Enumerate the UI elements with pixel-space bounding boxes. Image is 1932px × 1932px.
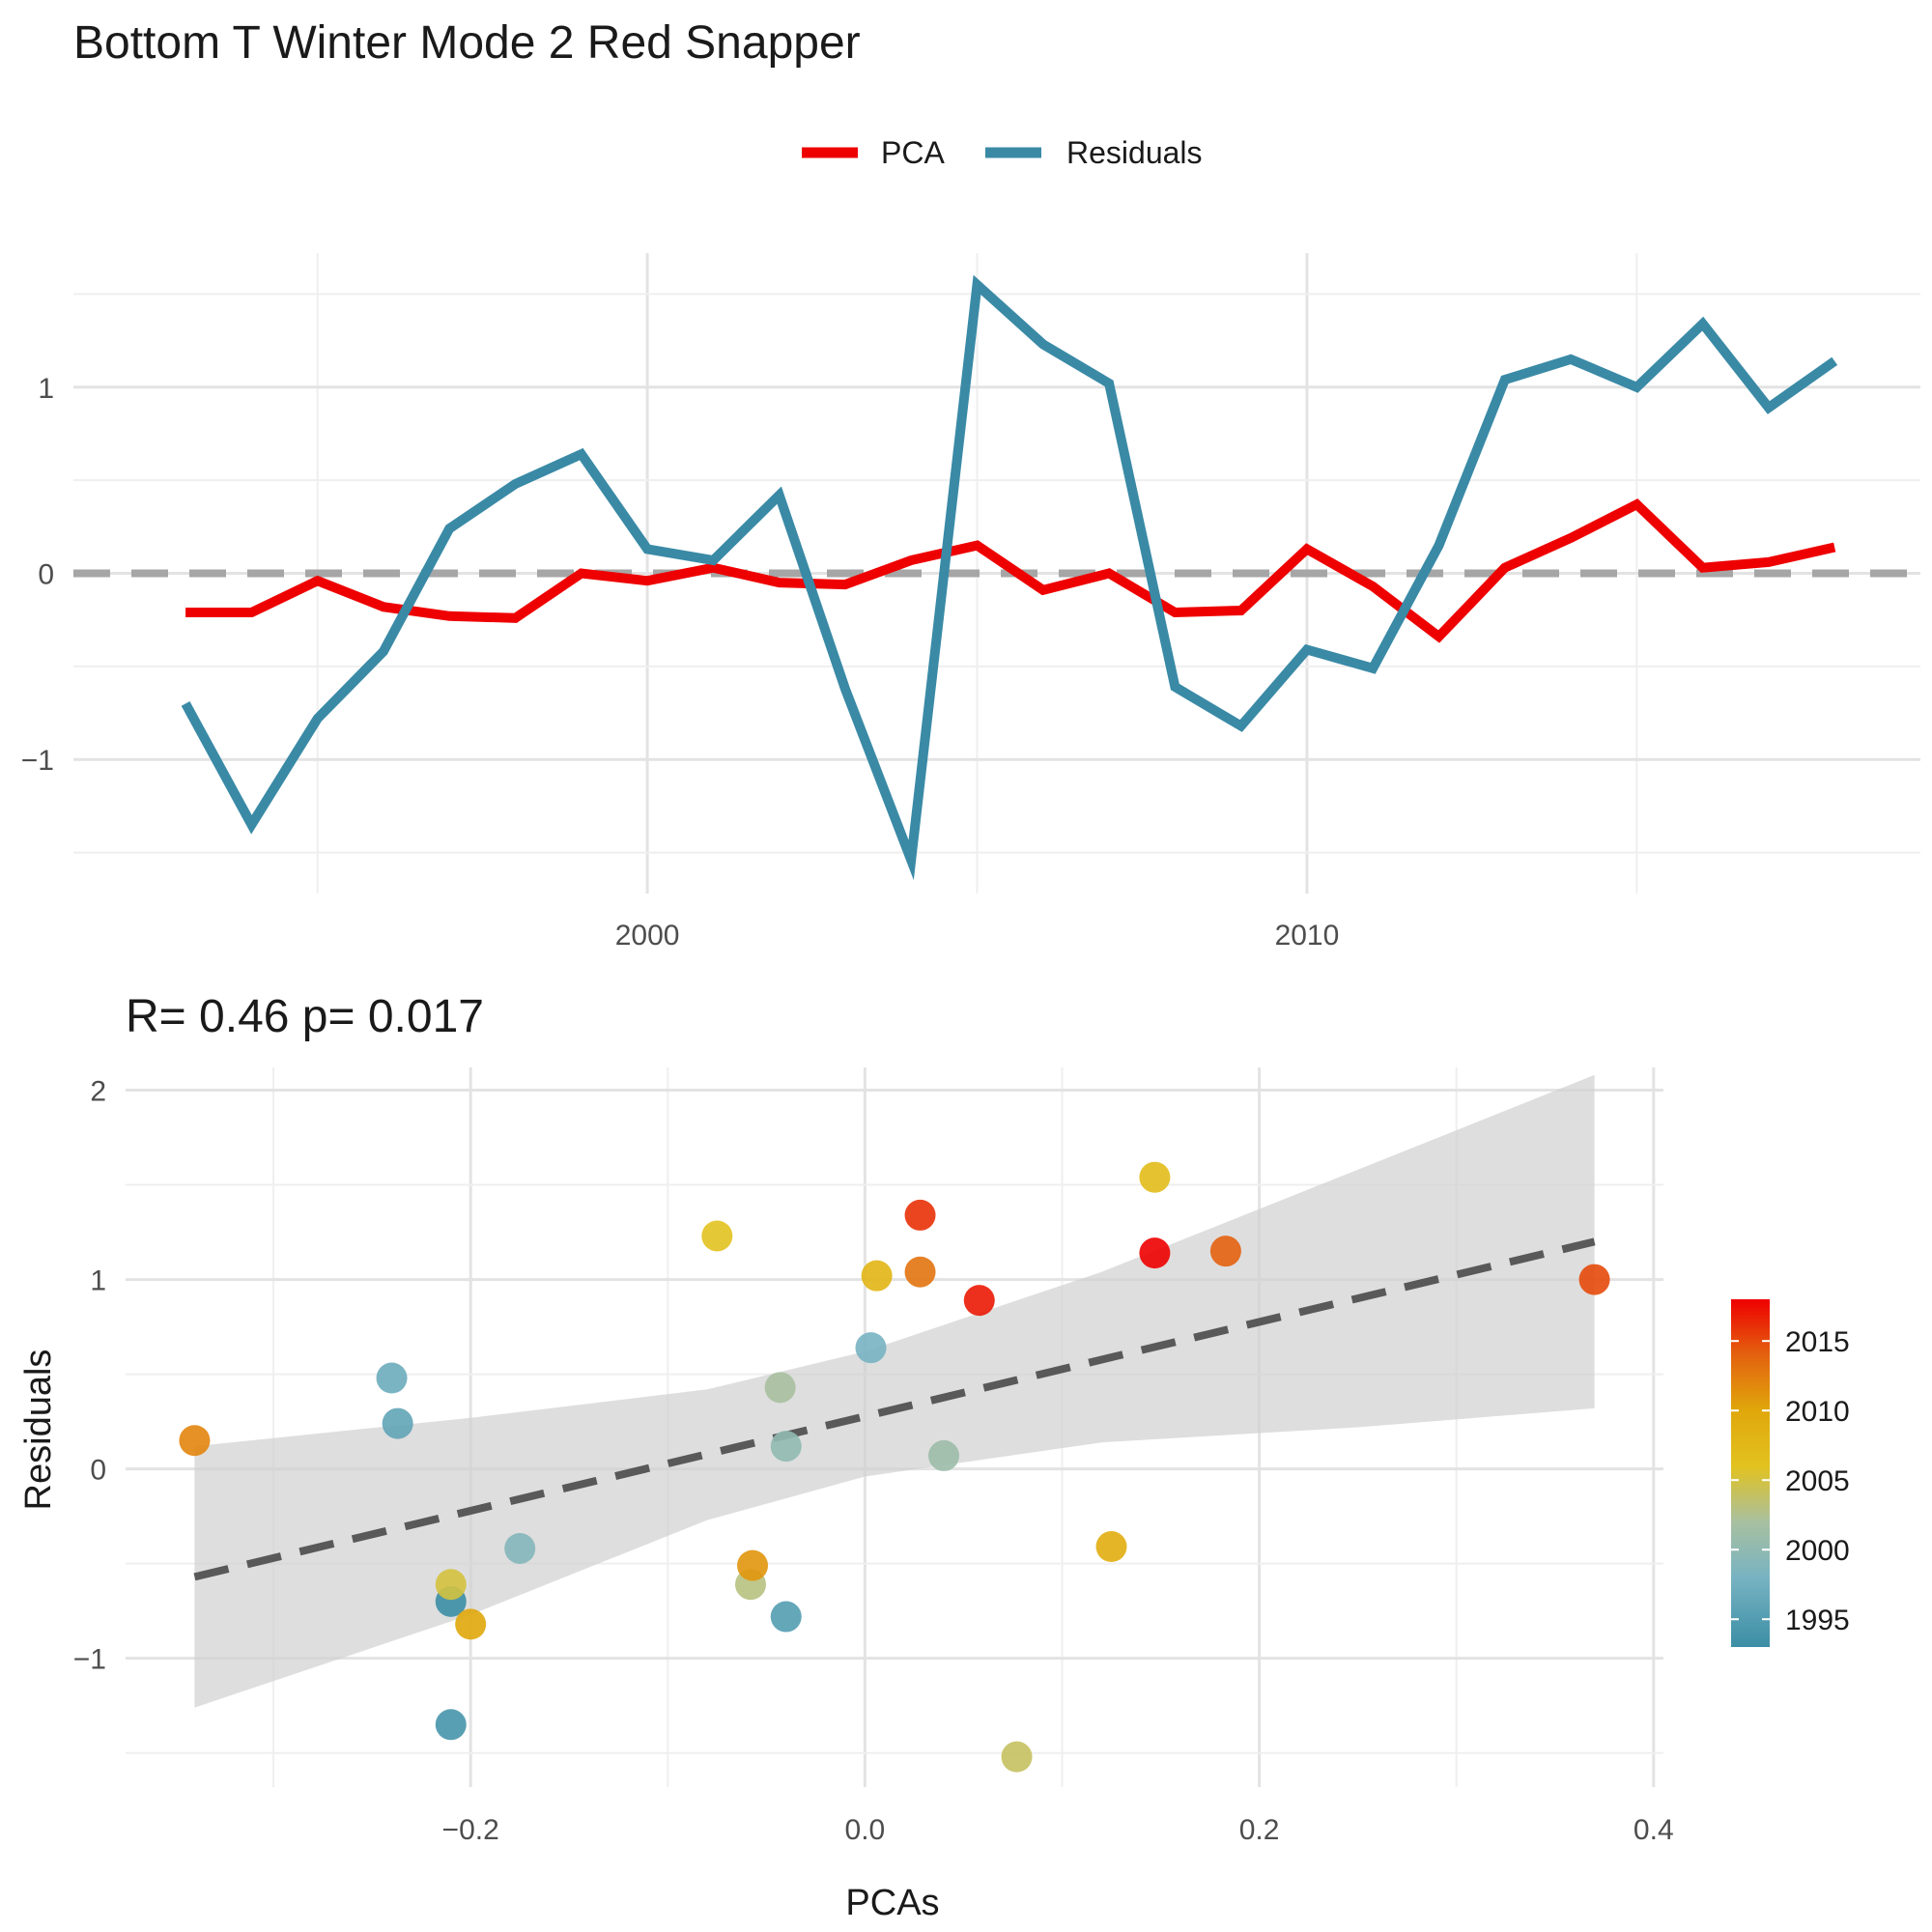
scatter-point-2015 xyxy=(1578,1264,1610,1295)
scatter-point-1998 xyxy=(855,1332,887,1364)
scatter-points xyxy=(179,1161,1610,1773)
colorbar: 1995 2000 2005 2010 2015 xyxy=(1731,1299,1850,1647)
x-tick-label: −0.2 xyxy=(442,1814,499,1846)
scatter-point-2014 xyxy=(1209,1236,1241,1267)
scatter-point-2013 xyxy=(904,1256,936,1288)
scatter-point-2008 xyxy=(861,1260,893,1292)
line-chart-ticks: 2000 2010 −1 0 1 xyxy=(21,373,1340,952)
scatter-point-2010 xyxy=(455,1608,487,1640)
colorbar-tick-label: 1995 xyxy=(1785,1605,1850,1636)
scatter-point-2004 xyxy=(1001,1741,1033,1773)
trend-line xyxy=(193,1237,1596,1581)
x-tick-label: 0.0 xyxy=(845,1814,886,1846)
colorbar-tick-label: 2000 xyxy=(1785,1535,1850,1567)
y-tick-label: 1 xyxy=(90,1265,106,1297)
legend-label-pca: PCA xyxy=(881,135,945,170)
scatter-point-1997 xyxy=(376,1362,408,1394)
x-tick-label: 2010 xyxy=(1275,920,1340,952)
y-tick-label: 0 xyxy=(90,1455,106,1487)
regression-trend-line xyxy=(193,1237,1596,1581)
scatter-point-2009 xyxy=(1095,1531,1127,1563)
y-tick-label: 0 xyxy=(38,559,54,591)
line-chart-series xyxy=(181,274,1838,881)
scatter-point-2005 xyxy=(435,1569,467,1601)
legend: PCA Residuals xyxy=(802,135,1203,170)
scatter-point-2018 xyxy=(1139,1237,1171,1269)
y-tick-label: 1 xyxy=(38,373,54,405)
scatter-point-1994 xyxy=(435,1709,467,1741)
x-tick-label: 0.2 xyxy=(1239,1814,1280,1846)
colorbar-tick-label: 2010 xyxy=(1785,1396,1850,1428)
scatter-point-2017 xyxy=(963,1285,995,1317)
scatter-point-1996 xyxy=(382,1407,413,1439)
y-tick-label: 2 xyxy=(90,1076,106,1108)
x-tick-label: 0.4 xyxy=(1634,1814,1674,1846)
scatter-point-2007 xyxy=(1139,1161,1171,1193)
confidence-band xyxy=(194,1074,1595,1708)
x-tick-label: 2000 xyxy=(615,920,680,952)
scatter-subtitle: R= 0.46 p= 0.017 xyxy=(126,991,484,1042)
confidence-band-area xyxy=(194,1074,1595,1708)
scatter-point-1999 xyxy=(504,1532,536,1564)
scatter-point-2011 xyxy=(737,1549,769,1581)
scatter-point-2012 xyxy=(179,1425,211,1457)
scatter-point-1995 xyxy=(770,1601,802,1633)
scatter-ticks: −0.2 0.0 0.2 0.4 −1 0 1 2 xyxy=(73,1076,1674,1846)
scatter-point-2006 xyxy=(701,1220,733,1252)
y-tick-label: −1 xyxy=(73,1644,106,1676)
colorbar-ticks: 1995 2000 2005 2010 2015 xyxy=(1731,1326,1850,1636)
colorbar-tick-label: 2005 xyxy=(1785,1465,1850,1497)
colorbar-tick-label: 2015 xyxy=(1785,1326,1850,1358)
legend-label-residuals: Residuals xyxy=(1066,135,1203,170)
series-line-residuals xyxy=(181,274,1838,881)
y-tick-label: −1 xyxy=(21,745,54,777)
scatter-point-2000 xyxy=(770,1431,802,1463)
x-axis-label: PCAs xyxy=(845,1883,939,1923)
scatter-point-2016 xyxy=(904,1199,936,1231)
colorbar-gradient xyxy=(1731,1299,1770,1647)
y-axis-label: Residuals xyxy=(18,1350,59,1511)
scatter-point-2001 xyxy=(928,1439,960,1471)
series-line-pca xyxy=(185,498,1836,643)
chart-title: Bottom T Winter Mode 2 Red Snapper xyxy=(73,17,861,69)
scatter-point-2002 xyxy=(764,1372,796,1404)
